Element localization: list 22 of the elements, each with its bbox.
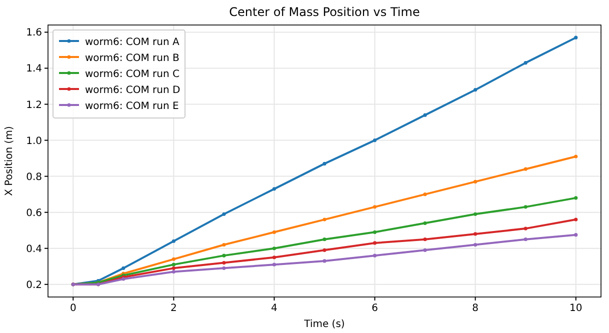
y-tick-label: 1.2 — [26, 100, 42, 111]
x-tick-label: 4 — [271, 303, 278, 314]
y-tick-label: 0.6 — [26, 208, 42, 219]
legend-label: worm6: COM run E — [85, 101, 179, 112]
legend-label: worm6: COM run D — [85, 85, 181, 96]
legend-label: worm6: COM run B — [85, 53, 180, 64]
y-tick-label: 1.0 — [26, 136, 42, 147]
y-tick-label: 1.6 — [26, 28, 42, 39]
y-tick-label: 0.2 — [26, 280, 42, 291]
legend-label: worm6: COM run C — [85, 69, 180, 80]
y-tick-label: 0.4 — [26, 244, 42, 255]
x-tick-label: 8 — [472, 303, 479, 314]
x-tick-label: 6 — [372, 303, 378, 314]
chart-title: Center of Mass Position vs Time — [229, 5, 420, 19]
x-axis-title: Time (s) — [303, 319, 345, 330]
x-tick-label: 2 — [170, 303, 177, 314]
x-tick-label: 10 — [569, 303, 582, 314]
y-axis-title: X Position (m) — [4, 126, 15, 196]
legend-label: worm6: COM run A — [85, 37, 180, 48]
y-tick-label: 0.8 — [26, 172, 42, 183]
y-tick-label: 1.4 — [26, 64, 42, 75]
x-tick-label: 0 — [70, 303, 76, 314]
